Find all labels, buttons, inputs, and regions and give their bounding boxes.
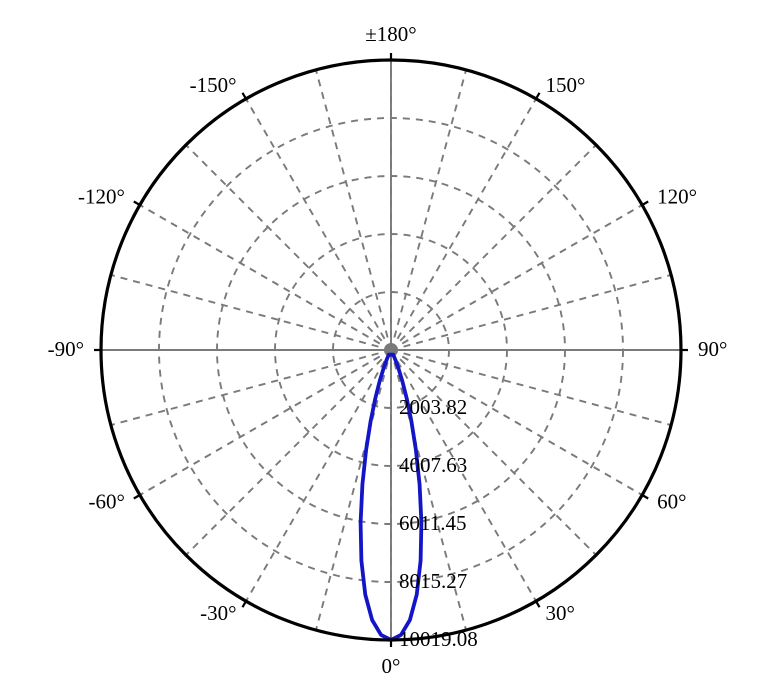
angle-label: -120° xyxy=(78,185,125,209)
angle-label: -60° xyxy=(88,490,124,514)
angle-label: 90° xyxy=(698,337,727,361)
polar-chart: ±180° 150° 120° 90° 60° 30° 0° -30° -60° -90° -120… xyxy=(0,0,783,693)
angle-label: 0° xyxy=(382,654,401,678)
angle-label: -90° xyxy=(48,337,84,361)
angle-label: 60° xyxy=(657,490,686,514)
radial-label: 6011.45 xyxy=(399,511,466,535)
radial-label: 4007.63 xyxy=(399,453,467,477)
radial-label: 8015.27 xyxy=(399,569,467,593)
angle-label: -30° xyxy=(200,601,236,625)
angle-label: 150° xyxy=(546,73,586,97)
angle-label: ±180° xyxy=(365,22,416,46)
radial-label: 10019.08 xyxy=(399,627,478,651)
angle-label: -150° xyxy=(190,73,237,97)
radial-label: 2003.82 xyxy=(399,395,467,419)
angle-label: 120° xyxy=(657,185,697,209)
angle-label: 30° xyxy=(546,601,575,625)
